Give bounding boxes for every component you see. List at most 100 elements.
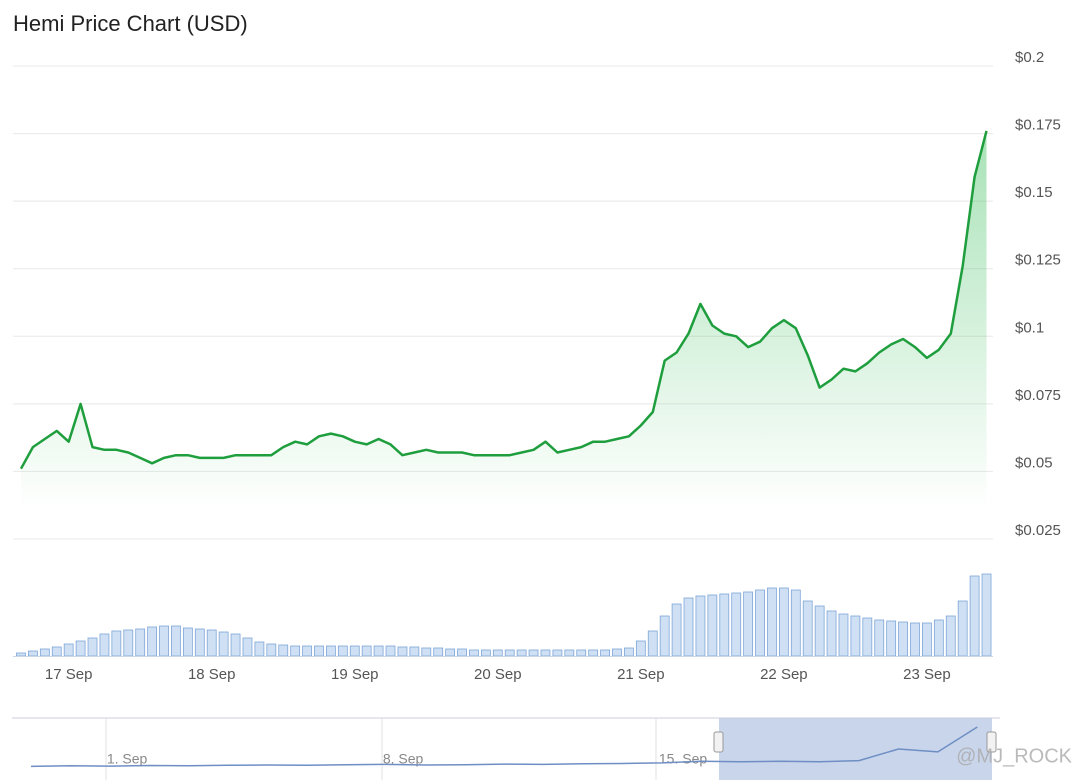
volume-bar [457,648,467,657]
volume-bar [99,633,110,657]
volume-bar [540,649,551,657]
volume-bar [719,593,730,657]
volume-bar [242,637,253,657]
volume-bar [492,649,503,657]
volume-bar [111,630,122,657]
volume-bar [767,587,777,657]
volume-bar [123,629,134,657]
volume-bar [302,645,312,657]
navigator-selection[interactable] [719,718,992,780]
volume-bar [254,641,265,657]
volume-bar [266,643,277,657]
volume-bar [28,650,38,657]
volume-bar [707,594,718,657]
price-line [19,130,988,470]
volume-bar [576,649,587,657]
volume-bar [433,647,444,657]
volume-bar [397,646,408,657]
volume-bar [552,649,563,657]
y-tick-label: $0.075 [1015,387,1061,404]
volume-bar [349,645,360,657]
y-tick-label: $0.1 [1015,319,1044,336]
volume-bar [87,637,98,657]
x-tick-label: 18 Sep [188,666,236,683]
volume-bar [790,589,801,657]
y-tick-label: $0.025 [1015,522,1061,539]
volume-bar [981,573,992,657]
volume-bar [802,600,813,657]
x-tick-label: 21 Sep [617,666,665,683]
volume-bar [504,649,515,657]
volume-bar [826,610,837,657]
navigator-label: 8. Sep [383,751,424,767]
volume-bar [171,625,181,657]
volume-bar [337,645,348,657]
volume-bar [778,587,789,657]
volume-bar [612,648,622,657]
volume-bar [731,592,742,657]
volume-bar [159,625,169,657]
volume-bar [147,626,158,657]
volume-bar [755,589,765,657]
volume-bar [194,628,205,657]
volume-bar [969,575,980,657]
volume-bar [218,631,229,657]
volume-bar [957,600,968,657]
chart-title: Hemi Price Chart (USD) [13,11,248,36]
volume-bar [75,640,86,657]
y-tick-label: $0.125 [1015,252,1061,269]
volume-bar [600,649,610,657]
volume-bar [933,619,944,657]
volume-bar [886,620,897,657]
volume-bar [814,605,825,657]
volume-bar [862,617,873,657]
volume-bar [624,647,634,657]
volume-bar [850,615,861,657]
volume-bar [373,645,384,657]
y-tick-label: $0.2 [1015,49,1044,66]
y-tick-label: $0.05 [1015,454,1053,471]
x-tick-label: 17 Sep [45,666,93,683]
navigator-label: 15. Sep [659,751,707,767]
volume-bar [480,649,491,657]
navigator-label: 1. Sep [107,751,148,767]
volume-bar [445,648,456,657]
volume-bar [838,613,849,657]
y-tick-label: $0.15 [1015,184,1053,201]
volume-bar [135,628,146,657]
volume-bar [671,603,682,657]
volume-bar [39,648,50,657]
price-line [30,726,978,768]
navigator-handle[interactable] [986,731,997,753]
price-area [21,130,987,510]
volume-bar [588,649,599,657]
volume-bar [409,646,420,657]
volume-bar [635,640,646,657]
volume-bar [516,649,527,657]
volume-bar [659,615,670,657]
volume-bar [683,597,694,657]
volume-bar [647,630,658,657]
volume-bar [326,645,336,657]
volume-bar [16,652,26,657]
volume-bar [63,643,74,657]
volume-bar [945,615,956,657]
volume-bar [230,633,241,657]
volume-bar [898,621,908,657]
volume-bar [564,649,575,657]
volume-bar [469,649,479,657]
volume-bar [695,595,706,657]
volume-bar [361,645,372,657]
volume-bar [874,619,885,657]
watermark: @MJ_ROCK [956,745,1073,767]
volume-bar [314,645,324,657]
volume-bar [910,622,920,657]
y-tick-label: $0.175 [1015,117,1061,134]
volume-bar [385,645,396,657]
x-tick-label: 22 Sep [760,666,808,683]
x-tick-label: 23 Sep [903,666,951,683]
navigator-handle[interactable] [713,731,724,753]
volume-bar [528,649,539,657]
volume-bar [290,645,301,657]
